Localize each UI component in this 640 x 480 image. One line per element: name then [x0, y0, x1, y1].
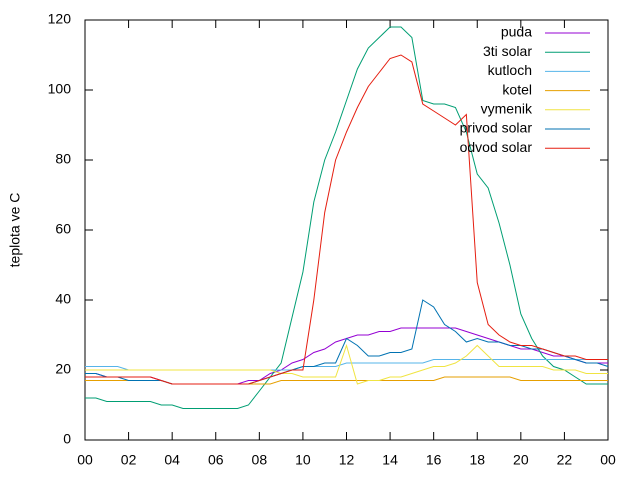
- legend-label: vymenik: [481, 101, 533, 117]
- x-tick-label: 14: [382, 452, 398, 468]
- y-tick-label: 20: [55, 361, 71, 377]
- x-tick-label: 20: [513, 452, 529, 468]
- x-tick-label: 08: [252, 452, 268, 468]
- y-axis-label: teplota ve C: [7, 193, 23, 268]
- y-tick-label: 80: [55, 151, 71, 167]
- legend-label: kutloch: [488, 62, 532, 78]
- x-tick-label: 02: [121, 452, 137, 468]
- series-line: [85, 26, 608, 409]
- x-tick-label: 12: [339, 452, 355, 468]
- legend-label: 3ti solar: [483, 43, 532, 59]
- y-tick-label: 40: [55, 291, 71, 307]
- x-tick-label: 10: [295, 452, 311, 468]
- x-tick-label: 16: [426, 452, 442, 468]
- y-tick-label: 120: [48, 11, 72, 27]
- y-tick-label: 0: [63, 431, 71, 447]
- y-tick-label: 60: [55, 221, 71, 237]
- legend-label: privod solar: [460, 120, 533, 136]
- x-tick-label: 06: [208, 452, 224, 468]
- x-tick-label: 00: [77, 452, 93, 468]
- x-tick-label: 04: [164, 452, 180, 468]
- series-line: [85, 54, 608, 385]
- y-tick-label: 100: [48, 81, 72, 97]
- x-tick-label: 22: [557, 452, 573, 468]
- legend-label: kotel: [502, 81, 532, 97]
- series-line: [85, 343, 608, 385]
- x-tick-label: 18: [469, 452, 485, 468]
- legend-label: puda: [501, 24, 532, 40]
- legend-label: odvod solar: [460, 139, 533, 155]
- x-tick-label: 00: [600, 452, 616, 468]
